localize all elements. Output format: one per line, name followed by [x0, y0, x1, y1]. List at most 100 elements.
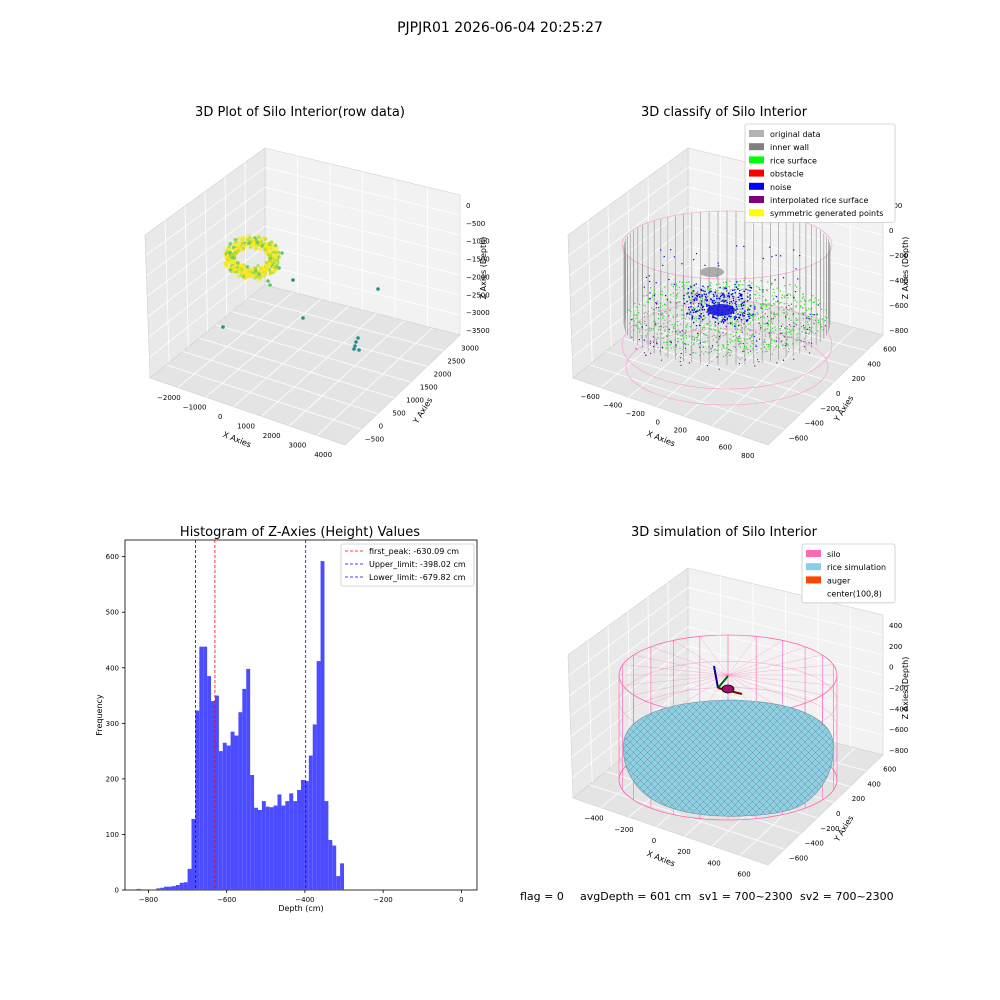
cls-original-point — [773, 349, 775, 351]
raw-point — [352, 347, 356, 351]
cls-rice-point — [735, 323, 737, 325]
cls-rice-point — [692, 306, 695, 309]
cls-rice-point — [752, 340, 754, 342]
cls-original-point — [743, 318, 745, 320]
cls-rice-point — [723, 347, 725, 349]
cls-noise-point — [688, 313, 691, 315]
cls-noise-point — [705, 297, 707, 299]
cls-interpolated-point — [760, 316, 762, 318]
cls-noise-point — [702, 290, 704, 292]
cls-rice-point — [685, 343, 687, 345]
cls-interpolated-point — [809, 352, 811, 354]
cls-rice-point — [668, 331, 670, 333]
cls-noise-point — [702, 305, 704, 308]
cls-interpolated-point — [718, 368, 720, 370]
cls-noise-point — [703, 293, 705, 295]
cls-original-point — [753, 315, 755, 317]
cls-rice-point — [739, 346, 741, 348]
cls-rice-point — [786, 328, 789, 330]
cls-original-point — [729, 304, 731, 306]
cls-legend-label: symmetric generated points — [770, 209, 883, 218]
cls-rice-point — [682, 342, 684, 344]
cls-rice-point — [762, 341, 764, 343]
cls-noise-point — [690, 306, 692, 308]
cls-interpolated-point — [661, 359, 663, 361]
cls-noise-point — [797, 278, 799, 280]
status-avg-depth: avgDepth = 601 cm — [580, 890, 691, 903]
cls-rice-point — [648, 327, 650, 329]
cls-original-point — [803, 338, 805, 340]
cls-original-point — [666, 326, 668, 328]
cls-rice-point — [802, 293, 804, 295]
sim-legend-swatch — [806, 589, 821, 597]
cls-rice-point — [675, 294, 678, 296]
cls-rice-point — [781, 294, 783, 296]
cls-rice-point — [691, 339, 693, 341]
cls-rice-point — [774, 326, 776, 328]
cls-rice-point — [734, 339, 736, 341]
cls-rice-point — [726, 283, 728, 286]
cls-noise-point — [706, 303, 708, 306]
histogram-ytick-label: 100 — [106, 831, 119, 839]
cls-original-point — [808, 332, 811, 334]
cls-rice-point — [786, 339, 788, 341]
cls-rice-point — [795, 319, 797, 321]
raw-point — [268, 283, 272, 287]
cls-rice-point — [825, 309, 827, 311]
cls-noise-point — [717, 322, 720, 325]
cls-rice-point — [784, 332, 786, 334]
cls-noise-point — [735, 303, 737, 306]
cls-noise-point — [775, 340, 777, 342]
cls-rice-point — [681, 318, 683, 320]
cls-noise-point — [668, 278, 670, 281]
cls-rice-point — [686, 293, 688, 296]
raw-point — [228, 242, 233, 246]
histogram-bar — [195, 710, 200, 890]
cls-original-point — [765, 308, 767, 310]
cls-rice-point — [674, 339, 676, 341]
cls-original-point — [679, 355, 681, 357]
cls-rice-point — [778, 346, 780, 348]
cls-rice-point — [697, 291, 699, 293]
raw-point — [268, 259, 273, 263]
cls-original-point — [643, 316, 646, 318]
cls-rice-point — [701, 298, 703, 300]
cls-interpolated-point — [742, 343, 744, 345]
cls-rice-point — [806, 309, 808, 311]
cls-interpolated-point — [785, 316, 787, 318]
cls-rice-point — [698, 334, 700, 336]
cls-rice-point — [672, 327, 674, 329]
cls-rice-point — [802, 318, 804, 320]
cls-rice-point — [744, 276, 746, 278]
cls-noise-point — [704, 264, 706, 266]
cls-rice-point — [738, 283, 740, 285]
cls-rice-point — [676, 285, 678, 287]
cls-rice-point — [790, 294, 792, 296]
cls-original-point — [740, 300, 742, 302]
cls-original-point — [652, 312, 655, 314]
sim-silo-spoke — [622, 664, 729, 676]
cls-noise-point — [695, 253, 698, 255]
sim-silo-spoke — [727, 674, 823, 696]
histogram-legend-label: first_peak: -630.09 cm — [369, 547, 459, 556]
cls-noise-point — [748, 313, 751, 315]
cls-rice-point — [650, 287, 652, 289]
cls-original-point — [755, 339, 757, 341]
cls-rice-point — [667, 333, 669, 336]
raw-xtick-label: −1000 — [183, 403, 207, 411]
cls-rice-point — [715, 336, 717, 338]
histogram-ylabel: Frequency — [95, 694, 104, 736]
cls-interpolated-point — [803, 346, 805, 348]
cls-rice-point — [710, 282, 712, 284]
raw-point — [236, 236, 241, 241]
raw-point — [231, 265, 235, 269]
cls-rice-point — [805, 300, 807, 302]
cls-rice-point — [721, 316, 723, 318]
cls-rice-point — [681, 309, 683, 311]
cls-rice-point — [693, 308, 695, 310]
cls-noise-point — [769, 246, 771, 248]
histogram-bar — [175, 885, 180, 890]
cls-original-point — [747, 348, 749, 351]
cls-original-point — [722, 335, 724, 337]
simulation-zlabel: Z Axies (Depth) — [901, 657, 910, 720]
